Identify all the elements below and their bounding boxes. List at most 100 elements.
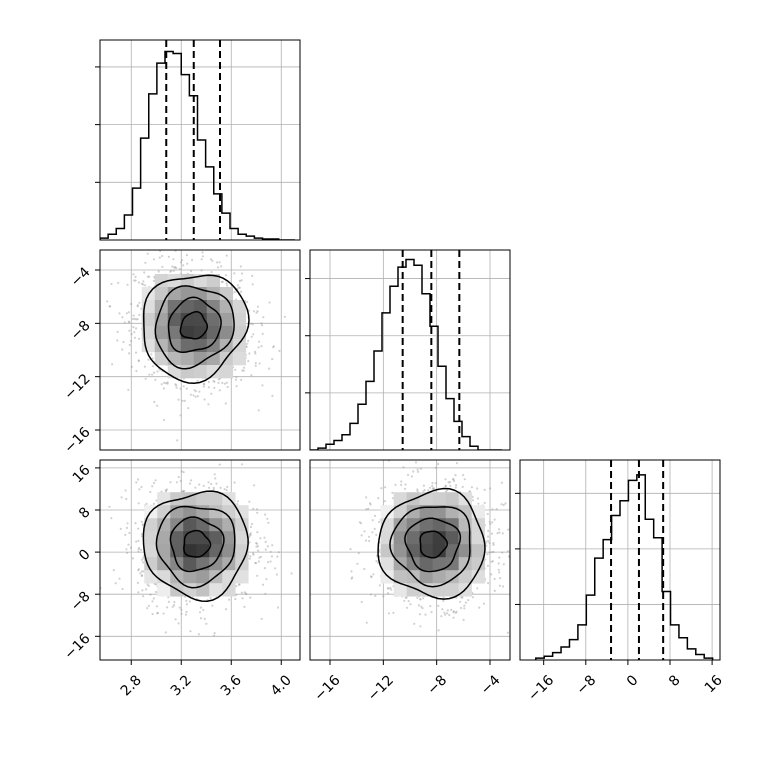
density-2-point — [431, 484, 434, 487]
density-1-point — [142, 524, 145, 527]
density-0-point — [226, 284, 229, 287]
density-0-point — [170, 269, 173, 272]
density-1-point — [189, 479, 193, 482]
density-2-point — [464, 601, 467, 604]
density-1-point — [180, 470, 183, 473]
density-2-point — [428, 486, 432, 489]
density-2-point — [406, 473, 410, 476]
density-2-point — [356, 562, 359, 565]
density-1-point — [207, 481, 210, 484]
density-2-point — [431, 487, 434, 490]
density-1-cell — [196, 544, 210, 558]
density-1-contour-3 — [142, 490, 249, 602]
density-2-point — [483, 501, 486, 504]
density-0-point — [137, 359, 140, 363]
density-0-point — [167, 255, 170, 258]
density-0-point — [189, 393, 192, 396]
density-2-point — [424, 613, 427, 616]
density-0-point — [212, 379, 215, 383]
density-1-point — [142, 556, 145, 559]
density-0-point — [121, 348, 124, 351]
density-2-point — [455, 610, 458, 613]
density-1-point — [203, 617, 206, 620]
density-2-point — [422, 597, 425, 600]
density-2-point — [487, 582, 490, 585]
density-2-point — [468, 490, 472, 493]
density-0-point — [116, 330, 119, 333]
density-0-point — [198, 390, 201, 393]
density-2-point — [384, 486, 387, 489]
density-1-point — [266, 545, 270, 548]
density-1-point — [147, 604, 150, 607]
density-2-point — [377, 497, 380, 500]
density-2-cell — [432, 570, 446, 584]
density-0-point — [162, 418, 166, 422]
x-tick-label-param0-2: 3.6 — [218, 672, 245, 699]
density-2-cell — [393, 544, 407, 558]
density-2-contour-0 — [419, 530, 448, 559]
density-0-point — [144, 261, 147, 264]
density-1-point — [146, 583, 149, 586]
density-1-cell — [183, 505, 197, 519]
density-2-point — [452, 610, 456, 613]
density-1-point — [155, 605, 158, 608]
density-0-point — [175, 386, 178, 389]
density-1-point — [198, 611, 202, 614]
density-0-cell — [154, 326, 169, 340]
density-0-point — [223, 382, 226, 385]
density-0-point — [164, 382, 168, 385]
histogram-2-steps — [535, 474, 714, 660]
density-1-point — [137, 568, 140, 571]
density-2-point — [493, 589, 496, 592]
density-2-cell — [393, 505, 407, 519]
x-tick-label-param1-0: −16 — [311, 672, 343, 704]
density-1-point — [241, 597, 244, 600]
density-0-point — [193, 389, 196, 392]
density-1-point — [236, 500, 239, 503]
x-tick-label-param1-1: −12 — [365, 672, 397, 704]
density-2-point — [501, 585, 505, 588]
density-1-point — [124, 533, 127, 536]
density-0-point — [111, 363, 114, 366]
density-2-point — [378, 584, 381, 587]
density-2-point — [498, 571, 501, 574]
density-2-point — [371, 531, 374, 534]
density-0-point — [138, 301, 141, 304]
density-0-point — [226, 385, 229, 389]
density-2-point — [400, 480, 403, 483]
density-1-point — [264, 513, 267, 516]
density-1-cell — [196, 505, 210, 519]
density-2-cell — [393, 570, 407, 584]
density-0-point — [262, 316, 265, 319]
density-2-point — [506, 631, 509, 634]
density-1-point — [156, 611, 160, 614]
density-0-point — [268, 301, 271, 304]
density-0-point — [118, 312, 121, 315]
density-0-frame — [99, 249, 301, 451]
density-2-point — [488, 520, 491, 523]
density-1-point — [254, 561, 257, 565]
density-0-point — [125, 312, 128, 315]
density-1-point — [245, 593, 248, 596]
density-1-point — [175, 481, 178, 484]
density-0-point — [179, 387, 182, 390]
density-1-point — [127, 543, 130, 546]
density-1-point — [211, 604, 214, 607]
density-0-point — [130, 365, 133, 368]
density-2-point — [463, 604, 466, 607]
density-0-point — [218, 261, 221, 264]
density-0-cell — [193, 313, 208, 327]
density-0-point — [236, 284, 239, 287]
density-1-point — [255, 541, 258, 545]
density-2-point — [486, 553, 489, 556]
density-2-point — [492, 550, 495, 553]
density-0-point — [148, 373, 151, 376]
density-1-point — [248, 557, 251, 560]
density-2-point — [444, 613, 447, 616]
density-0-point — [192, 394, 195, 397]
density-1-point — [252, 507, 255, 510]
density-1-point — [206, 438, 208, 440]
density-1-point — [271, 544, 274, 547]
density-0-point — [196, 395, 199, 398]
density-2-cell — [419, 505, 433, 519]
